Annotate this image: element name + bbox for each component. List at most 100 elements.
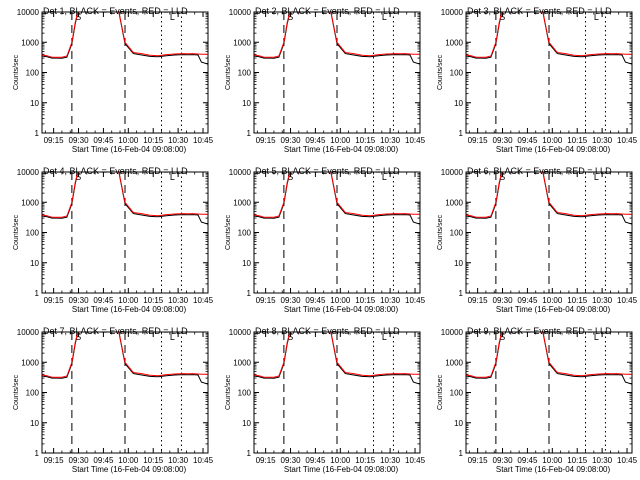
x-tick-label: 10:30 — [168, 456, 189, 465]
x-tick-label: 10:30 — [168, 136, 189, 145]
panel-title: Det 6, BLACK = Events, RED = LLD — [467, 166, 612, 176]
y-tick-label: 10000 — [17, 8, 40, 17]
s-marker: S — [499, 332, 505, 342]
y-tick-label: 1 — [247, 289, 252, 298]
x-tick-label: 10:30 — [380, 296, 401, 305]
y-tick-label: 10 — [242, 259, 251, 268]
x-tick-label: 10:00 — [118, 456, 139, 465]
y-tick-label: 1000 — [233, 38, 251, 47]
x-tick-label: 10:30 — [380, 456, 401, 465]
y-axis-label: Counts/sec — [225, 374, 232, 410]
x-tick-label: 10:00 — [542, 296, 563, 305]
lld-series-line — [42, 332, 208, 378]
lld-series-line — [254, 332, 420, 378]
x-tick-label: 09:15 — [468, 456, 489, 465]
y-tick-label: 10 — [30, 259, 39, 268]
y-tick-label: 1 — [35, 289, 40, 298]
y-tick-label: 1000 — [445, 198, 463, 207]
y-tick-label: 1000 — [21, 198, 39, 207]
y-tick-label: 10 — [30, 419, 39, 428]
s-marker: S — [75, 172, 81, 182]
x-tick-label: 09:15 — [44, 136, 65, 145]
x-tick-label: 10:45 — [193, 136, 214, 145]
y-tick-label: 10000 — [229, 8, 252, 17]
x-tick-label: 10:00 — [542, 136, 563, 145]
x-tick-label: 10:45 — [193, 296, 214, 305]
s-marker: S — [287, 332, 293, 342]
lld-series-line — [254, 172, 420, 218]
x-tick-label: 09:30 — [69, 136, 90, 145]
y-tick-label: 1000 — [445, 38, 463, 47]
x-tick-label: 09:30 — [281, 296, 302, 305]
x-tick-label: 10:15 — [143, 296, 164, 305]
y-tick-label: 1000 — [445, 358, 463, 367]
l-marker: L — [594, 172, 599, 182]
x-tick-label: 10:15 — [355, 456, 376, 465]
events-series-line — [42, 172, 208, 225]
x-tick-label: 10:00 — [118, 296, 139, 305]
y-tick-label: 10 — [242, 99, 251, 108]
events-series-line — [254, 12, 420, 65]
x-tick-label: 09:15 — [256, 296, 277, 305]
events-series-line — [254, 172, 420, 225]
y-axis-label: Counts/sec — [13, 374, 20, 410]
x-axis-label: Start Time (16-Feb-04 09:08:00) — [496, 465, 611, 474]
events-series-line — [254, 332, 420, 385]
lld-series-line — [42, 172, 208, 218]
x-tick-label: 09:30 — [69, 456, 90, 465]
y-tick-label: 10000 — [441, 328, 464, 337]
x-tick-label: 10:30 — [592, 136, 613, 145]
x-tick-label: 10:00 — [330, 456, 351, 465]
y-axis-label: Counts/sec — [225, 214, 232, 250]
y-tick-label: 1000 — [233, 358, 251, 367]
x-tick-label: 10:15 — [143, 136, 164, 145]
detector-panel: Det 4, BLACK = Events, RED = LLD 1 10 100 10… — [13, 166, 214, 314]
detector-panel: Det 6, BLACK = Events, RED = LLD 1 10 100 10… — [437, 166, 638, 314]
x-axis-label: Start Time (16-Feb-04 09:08:00) — [284, 465, 399, 474]
y-tick-label: 10000 — [441, 168, 464, 177]
s-marker: S — [287, 12, 293, 22]
y-tick-label: 100 — [26, 229, 40, 238]
y-axis-label: Counts/sec — [437, 374, 444, 410]
s-marker: S — [287, 172, 293, 182]
x-tick-label: 09:15 — [468, 136, 489, 145]
panel-title: Det 4, BLACK = Events, RED = LLD — [43, 166, 188, 176]
x-tick-label: 10:00 — [330, 136, 351, 145]
y-tick-label: 10 — [454, 419, 463, 428]
panel-title: Det 5, BLACK = Events, RED = LLD — [255, 166, 400, 176]
y-tick-label: 10 — [454, 259, 463, 268]
x-tick-label: 10:00 — [118, 136, 139, 145]
x-tick-label: 09:45 — [517, 136, 538, 145]
x-axis-label: Start Time (16-Feb-04 09:08:00) — [284, 145, 399, 154]
lld-series-line — [42, 12, 208, 58]
x-tick-label: 10:45 — [617, 296, 638, 305]
events-series-line — [466, 12, 632, 65]
x-tick-label: 10:15 — [567, 136, 588, 145]
x-tick-label: 09:45 — [93, 136, 114, 145]
y-tick-label: 100 — [450, 69, 464, 78]
y-tick-label: 10 — [30, 99, 39, 108]
x-tick-label: 09:30 — [281, 136, 302, 145]
y-tick-label: 1000 — [21, 358, 39, 367]
events-series-line — [466, 332, 632, 385]
x-tick-label: 09:15 — [468, 296, 489, 305]
y-tick-label: 10000 — [441, 8, 464, 17]
y-tick-label: 100 — [450, 229, 464, 238]
y-tick-label: 100 — [450, 389, 464, 398]
x-tick-label: 10:45 — [405, 296, 426, 305]
panel-title: Det 3, BLACK = Events, RED = LLD — [467, 6, 612, 16]
x-tick-label: 10:30 — [168, 296, 189, 305]
detector-panel: Det 1, BLACK = Events, RED = LLD 1 10 100 10… — [13, 6, 214, 154]
x-tick-label: 10:45 — [193, 456, 214, 465]
detector-panel: Det 3, BLACK = Events, RED = LLD 1 10 100 10… — [437, 6, 638, 154]
y-tick-label: 100 — [238, 69, 252, 78]
l-marker: L — [382, 172, 387, 182]
events-series-line — [42, 12, 208, 65]
y-axis-label: Counts/sec — [13, 54, 20, 90]
y-tick-label: 1 — [35, 449, 40, 458]
s-marker: S — [499, 172, 505, 182]
x-tick-label: 09:15 — [44, 296, 65, 305]
x-tick-label: 10:00 — [542, 456, 563, 465]
y-tick-label: 1 — [247, 449, 252, 458]
